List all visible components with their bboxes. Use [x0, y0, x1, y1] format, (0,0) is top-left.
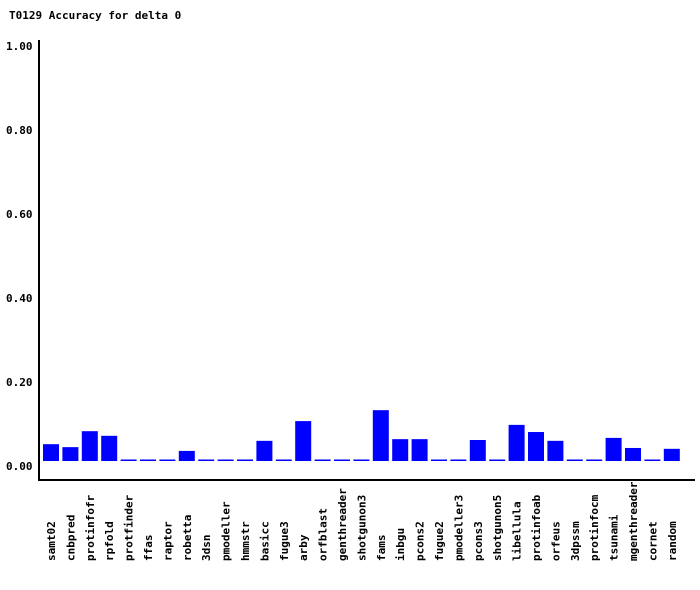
bar-cnbpred [62, 447, 79, 461]
bar-libellula [508, 424, 525, 461]
x-tick-label: hmmstr [239, 521, 252, 561]
y-tick-label: 0.60 [6, 208, 33, 221]
bar-orfeus [547, 440, 564, 461]
y-tick-label: 0.40 [6, 292, 33, 305]
bar-arby [295, 421, 312, 461]
x-tick-label: protinfoab [530, 494, 543, 561]
x-tick-label: genthreader [336, 488, 349, 561]
bar-3dsn [198, 459, 215, 461]
bar-shotgunon5 [489, 459, 506, 461]
bar-raptor [159, 459, 176, 461]
bar-fams [372, 410, 389, 461]
x-tick-label: fams [375, 535, 388, 562]
bar-basicc [256, 440, 273, 461]
bar-tsunami [605, 437, 622, 461]
x-tick-label: protfinder [123, 494, 136, 561]
y-tick-label: 0.00 [6, 460, 33, 473]
bar-fugue2 [431, 459, 447, 461]
bar-protinfofr [81, 431, 98, 461]
x-tick-label: rpfold [103, 521, 116, 561]
x-tick-label: pmodeller3 [452, 495, 465, 561]
x-tick-label: mgenthreader [627, 481, 640, 561]
bar-pcons2 [411, 439, 428, 461]
x-tick-label: samt02 [45, 521, 58, 561]
y-tick-label: 0.20 [6, 376, 33, 389]
bar-random [663, 448, 680, 461]
x-tick-label: tsunami [608, 514, 621, 561]
bar-robetta [178, 450, 195, 461]
bar-pmodeller [217, 459, 234, 461]
bar-shotgunon3 [353, 459, 370, 461]
bar-mgenthreader [625, 447, 641, 461]
x-tick-label: protinfocm [588, 494, 601, 561]
x-tick-label: protinfofr [84, 494, 97, 561]
x-tick-label: random [666, 521, 679, 561]
bar-fugue3 [275, 459, 292, 461]
bar-cornet [644, 459, 661, 461]
bar-hmmstr [237, 459, 253, 461]
x-tick-label: 3dpssm [569, 521, 582, 561]
bar-protinfocm [586, 459, 603, 461]
x-tick-label: pcons3 [472, 521, 485, 561]
x-tick-label: arby [297, 534, 310, 561]
bar-inbgu [392, 439, 409, 461]
x-tick-label: shotgunon5 [491, 495, 504, 561]
x-tick-label: 3dsn [200, 535, 213, 562]
x-tick-label: raptor [161, 521, 174, 561]
x-tick-label: fugue2 [433, 521, 446, 561]
chart-title: T0129 Accuracy for delta 0 [9, 9, 182, 22]
bar-ffas [140, 459, 156, 461]
y-tick-label: 0.80 [6, 124, 33, 137]
x-tick-label: robetta [181, 515, 194, 561]
x-tick-label: cnbpred [64, 515, 77, 561]
x-tick-label: shotgunon3 [355, 495, 368, 561]
bar-3dpssm [566, 459, 583, 461]
bar-pmodeller3 [450, 459, 467, 461]
x-tick-label: orfblast [317, 508, 330, 561]
x-tick-label: cornet [646, 521, 659, 561]
bar-samt02 [43, 444, 59, 461]
x-tick-label: basicc [258, 521, 271, 561]
bar-genthreader [334, 459, 350, 461]
y-tick-label: 1.00 [6, 40, 33, 53]
bar-rpfold [101, 435, 118, 461]
bar-protfinder [120, 459, 137, 461]
x-tick-label: orfeus [549, 521, 562, 561]
x-tick-label: inbgu [394, 528, 407, 561]
x-tick-label: fugue3 [278, 521, 291, 561]
bar-protinfoab [528, 432, 544, 461]
x-tick-label: libellula [511, 501, 524, 561]
x-tick-label: pmodeller [220, 501, 233, 561]
bar-pcons3 [469, 440, 486, 461]
x-tick-label: ffas [142, 535, 155, 562]
bar-orfblast [314, 459, 331, 461]
x-tick-label: pcons2 [414, 521, 427, 561]
